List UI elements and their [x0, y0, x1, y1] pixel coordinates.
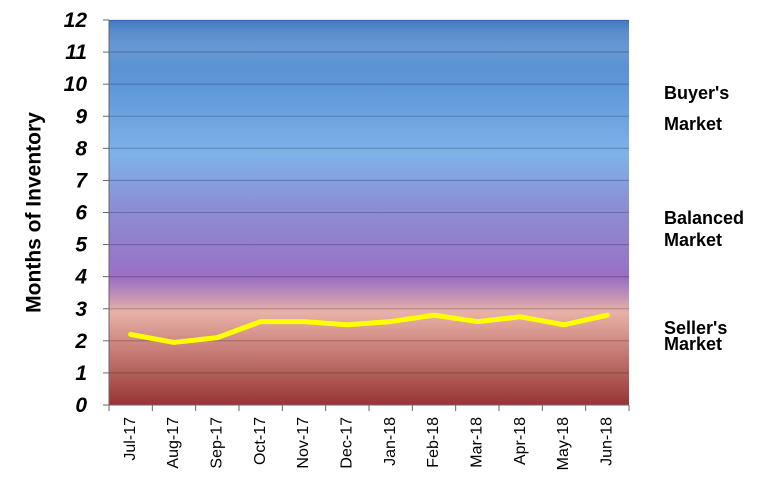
- y-tick-label-12: 12: [64, 9, 88, 32]
- buyers-market-label-line-2: Market: [664, 114, 722, 134]
- y-tick-label-5: 5: [75, 234, 87, 257]
- y-tick-label-3: 3: [75, 298, 87, 321]
- x-tick-label-nov-17: Nov-17: [295, 417, 312, 469]
- plot-top-shading: [109, 20, 629, 65]
- x-tick-label-apr-18: Apr-18: [512, 417, 529, 465]
- x-tick-label-jan-18: Jan-18: [382, 417, 399, 466]
- x-tick-label-jun-18: Jun-18: [599, 417, 616, 466]
- balanced-market-label-line-1: Balanced: [664, 208, 744, 228]
- y-tick-label-1: 1: [75, 362, 87, 385]
- x-axis: Jul-17 Aug-17 Sep-17 Oct-17 Nov-17 Dec-17 Jan-…: [108, 404, 630, 470]
- y-tick-label-2: 2: [74, 330, 87, 353]
- sellers-market-label-line-2: Market: [664, 334, 722, 354]
- y-tick-label-0: 0: [75, 394, 87, 417]
- zone-labels: Buyer's Market Balanced Market Seller's …: [664, 83, 744, 354]
- x-tick-label-dec-17: Dec-17: [339, 417, 356, 469]
- x-tick-label-oct-17: Oct-17: [252, 417, 269, 465]
- x-tick-label-mar-18: Mar-18: [469, 417, 486, 468]
- y-tick-label-4: 4: [74, 266, 87, 289]
- y-tick-label-9: 9: [75, 105, 87, 128]
- x-tick-label-aug-17: Aug-17: [165, 417, 182, 469]
- grid-lines: [109, 19, 629, 406]
- y-tick-label-10: 10: [64, 73, 88, 96]
- x-tick-label-feb-18: Feb-18: [425, 417, 442, 468]
- series-line: [128, 312, 610, 345]
- y-tick-label-8: 8: [75, 137, 87, 160]
- y-tick-label-11: 11: [65, 41, 87, 64]
- buyers-market-label-line-1: Buyer's: [664, 83, 729, 103]
- y-tick-label-6: 6: [75, 202, 87, 225]
- y-tick-label-7: 7: [75, 169, 88, 192]
- x-tick-label-sep-17: Sep-17: [209, 417, 226, 469]
- x-tick-label-may-18: May-18: [555, 417, 572, 470]
- balanced-market-label-line-2: Market: [664, 230, 722, 250]
- x-tick-label-jul-17: Jul-17: [122, 417, 139, 461]
- data-line: [128, 312, 610, 345]
- sellers-market-label-line-1: Seller's: [664, 318, 727, 338]
- y-axis-title: Months of Inventory: [23, 112, 46, 313]
